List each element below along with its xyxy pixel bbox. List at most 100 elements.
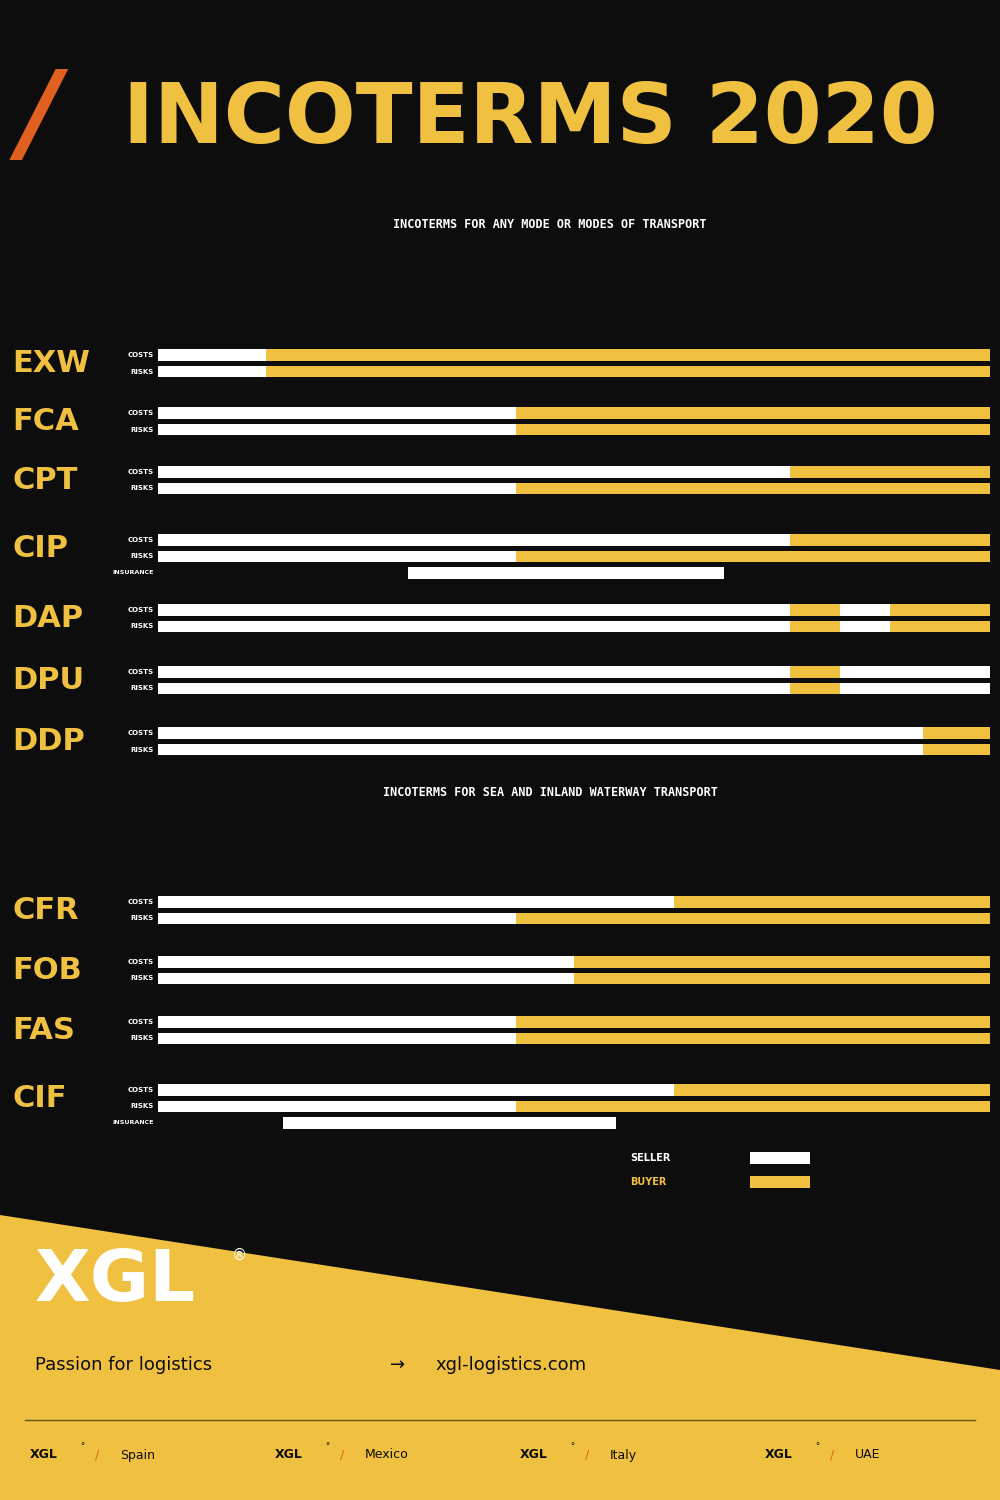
Bar bbox=[790, 604, 990, 615]
Text: RISKS: RISKS bbox=[131, 369, 154, 375]
Text: /: / bbox=[830, 1449, 834, 1461]
Bar bbox=[158, 1084, 674, 1095]
Bar bbox=[674, 1084, 990, 1095]
Bar bbox=[790, 466, 990, 477]
Text: CIF: CIF bbox=[12, 1083, 66, 1113]
Text: Passion for logistics: Passion for logistics bbox=[35, 1356, 212, 1374]
Bar bbox=[890, 604, 990, 615]
Bar bbox=[266, 350, 990, 361]
Text: °: ° bbox=[570, 1443, 574, 1452]
Text: /: / bbox=[95, 1449, 99, 1461]
Bar bbox=[158, 423, 516, 435]
Bar bbox=[790, 534, 990, 546]
Bar bbox=[840, 666, 990, 678]
Bar bbox=[158, 912, 516, 924]
Text: FCA: FCA bbox=[12, 406, 79, 435]
Bar bbox=[158, 728, 923, 740]
Text: FOB: FOB bbox=[12, 956, 82, 986]
Text: XGL: XGL bbox=[520, 1449, 548, 1461]
Text: ®: ® bbox=[232, 1248, 247, 1263]
Bar bbox=[790, 682, 990, 694]
Bar bbox=[158, 744, 923, 756]
Text: XGL: XGL bbox=[35, 1248, 196, 1317]
Text: SELLER: SELLER bbox=[630, 1154, 670, 1162]
Text: COSTS: COSTS bbox=[128, 410, 154, 416]
Text: COSTS: COSTS bbox=[128, 730, 154, 736]
Text: CIP: CIP bbox=[12, 534, 68, 562]
Bar bbox=[158, 621, 790, 632]
Bar bbox=[923, 744, 990, 756]
Bar bbox=[408, 567, 724, 579]
Bar bbox=[158, 350, 266, 361]
Bar bbox=[574, 957, 990, 968]
Text: COSTS: COSTS bbox=[128, 958, 154, 964]
Bar bbox=[516, 1017, 990, 1028]
Text: /: / bbox=[20, 66, 60, 174]
Bar bbox=[158, 1101, 516, 1113]
Text: RISKS: RISKS bbox=[131, 1104, 154, 1110]
Bar bbox=[158, 550, 516, 562]
Bar bbox=[158, 366, 266, 378]
Bar bbox=[790, 666, 990, 678]
Text: XGL: XGL bbox=[30, 1449, 58, 1461]
Text: XGL: XGL bbox=[765, 1449, 793, 1461]
Text: INCOTERMS FOR ANY MODE OR MODES OF TRANSPORT: INCOTERMS FOR ANY MODE OR MODES OF TRANS… bbox=[393, 219, 707, 231]
Text: →: → bbox=[390, 1356, 405, 1374]
Text: COSTS: COSTS bbox=[128, 1088, 154, 1094]
Bar bbox=[790, 666, 840, 678]
Text: FAS: FAS bbox=[12, 1016, 75, 1044]
Text: RISKS: RISKS bbox=[131, 426, 154, 432]
Bar bbox=[158, 666, 790, 678]
Text: /: / bbox=[340, 1449, 344, 1461]
Bar bbox=[516, 1032, 990, 1044]
Text: INSURANCE: INSURANCE bbox=[113, 1120, 154, 1125]
Text: DAP: DAP bbox=[12, 603, 83, 633]
Bar bbox=[158, 682, 790, 694]
Text: COSTS: COSTS bbox=[128, 608, 154, 613]
Bar bbox=[158, 534, 790, 546]
Text: RISKS: RISKS bbox=[131, 486, 154, 492]
Text: EXW: EXW bbox=[12, 350, 90, 378]
Text: CFR: CFR bbox=[12, 896, 79, 924]
Text: RISKS: RISKS bbox=[131, 915, 154, 921]
Bar bbox=[790, 621, 840, 632]
Text: RISKS: RISKS bbox=[131, 975, 154, 981]
Bar bbox=[516, 550, 990, 562]
Bar bbox=[158, 1017, 516, 1028]
Bar bbox=[516, 483, 990, 494]
Text: /: / bbox=[585, 1449, 589, 1461]
Text: °: ° bbox=[80, 1443, 84, 1452]
Text: DPU: DPU bbox=[12, 666, 84, 694]
Text: RISKS: RISKS bbox=[131, 554, 154, 560]
Bar bbox=[158, 682, 790, 694]
Text: COSTS: COSTS bbox=[128, 352, 154, 358]
Bar bbox=[158, 621, 790, 632]
Bar bbox=[283, 1118, 616, 1130]
Text: Spain: Spain bbox=[120, 1449, 155, 1461]
Text: XGL: XGL bbox=[275, 1449, 303, 1461]
Polygon shape bbox=[0, 1215, 1000, 1500]
Text: Mexico: Mexico bbox=[365, 1449, 409, 1461]
Text: xgl-logistics.com: xgl-logistics.com bbox=[435, 1356, 586, 1374]
Bar bbox=[158, 604, 790, 615]
Bar bbox=[840, 604, 890, 615]
Text: RISKS: RISKS bbox=[131, 686, 154, 692]
Bar bbox=[790, 682, 840, 694]
Bar bbox=[158, 604, 790, 615]
Text: RISKS: RISKS bbox=[131, 624, 154, 630]
Bar bbox=[516, 408, 990, 419]
Bar bbox=[840, 621, 890, 632]
Text: INSURANCE: INSURANCE bbox=[113, 570, 154, 576]
Bar bbox=[158, 483, 516, 494]
Text: COSTS: COSTS bbox=[128, 470, 154, 476]
Bar bbox=[158, 974, 574, 984]
Text: BUYER: BUYER bbox=[630, 1178, 666, 1186]
Bar bbox=[923, 728, 990, 740]
Text: RISKS: RISKS bbox=[131, 1035, 154, 1041]
Bar bbox=[158, 466, 790, 477]
Text: DDP: DDP bbox=[12, 728, 85, 756]
Text: INCOTERMS 2020: INCOTERMS 2020 bbox=[123, 80, 937, 160]
Bar bbox=[890, 621, 990, 632]
Bar bbox=[158, 408, 516, 419]
Bar bbox=[574, 974, 990, 984]
